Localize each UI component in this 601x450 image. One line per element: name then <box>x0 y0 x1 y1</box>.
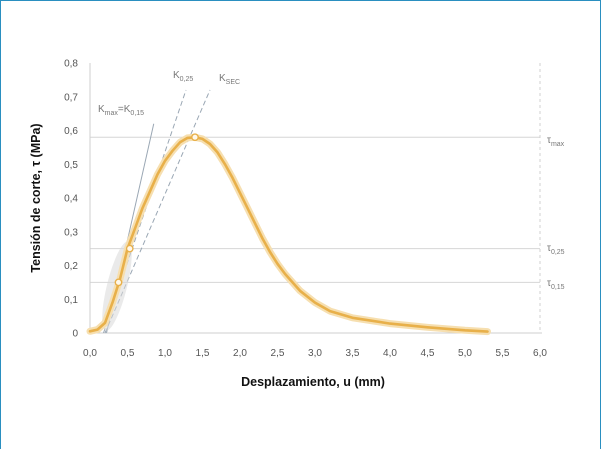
x-tick-label: 3,5 <box>346 348 360 359</box>
x-tick-label: 5,5 <box>496 348 510 359</box>
x-tick-label: 0,0 <box>83 348 97 359</box>
x-tick-label: 0,5 <box>121 348 135 359</box>
x-tick-label: 6,0 <box>533 348 547 359</box>
horizontal-level-lines <box>90 136 540 283</box>
tau-max-label: τmax <box>547 135 565 148</box>
y-tick-label: 0,4 <box>64 194 78 205</box>
x-tick-label: 2,0 <box>233 348 247 359</box>
x-tick-label: 4,0 <box>383 348 397 359</box>
tau-025-label: τ0,25 <box>547 243 565 256</box>
x-tick-labels: 0,0 0,5 1,0 1,5 2,0 2,5 3,0 3,5 4,0 4,5 5,0 5,5 6,0 <box>83 348 547 359</box>
x-tick-label: 4,5 <box>421 348 435 359</box>
x-tick-label: 2,5 <box>271 348 285 359</box>
y-tick-label: 0,5 <box>64 160 78 171</box>
tau-015-label: τ0,15 <box>547 278 565 291</box>
ksec-label: KSEC <box>219 73 240 86</box>
curve-line <box>88 136 489 333</box>
y-tick-label: 0,3 <box>64 227 78 238</box>
y-axis-title: Tensión de corte, τ (MPa) <box>29 123 43 272</box>
data-marker <box>114 278 123 287</box>
y-tick-label: 0,6 <box>64 126 78 137</box>
curve-halo <box>86 133 491 336</box>
axes <box>89 63 542 334</box>
markers <box>114 133 199 287</box>
x-tick-label: 3,0 <box>308 348 322 359</box>
data-marker <box>191 133 199 142</box>
x-axis-title: Desplazamiento, u (mm) <box>241 375 385 389</box>
y-tick-labels: 0 0,1 0,2 0,3 0,4 0,5 0,6 0,7 0,8 <box>64 59 78 340</box>
y-tick-label: 0,2 <box>64 261 78 272</box>
x-tick-label: 1,0 <box>158 348 172 359</box>
kmax-label: Kmax=K0,15 <box>98 104 144 117</box>
k025-label: K0,25 <box>173 70 193 83</box>
y-tick-label: 0,8 <box>64 59 78 70</box>
y-tick-label: 0 <box>72 329 78 340</box>
y-tick-label: 0,7 <box>64 92 78 103</box>
x-tick-label: 5,0 <box>458 348 472 359</box>
curve-group <box>86 133 491 336</box>
data-marker <box>125 244 134 253</box>
x-tick-label: 1,5 <box>196 348 210 359</box>
y-tick-label: 0,1 <box>64 295 78 306</box>
